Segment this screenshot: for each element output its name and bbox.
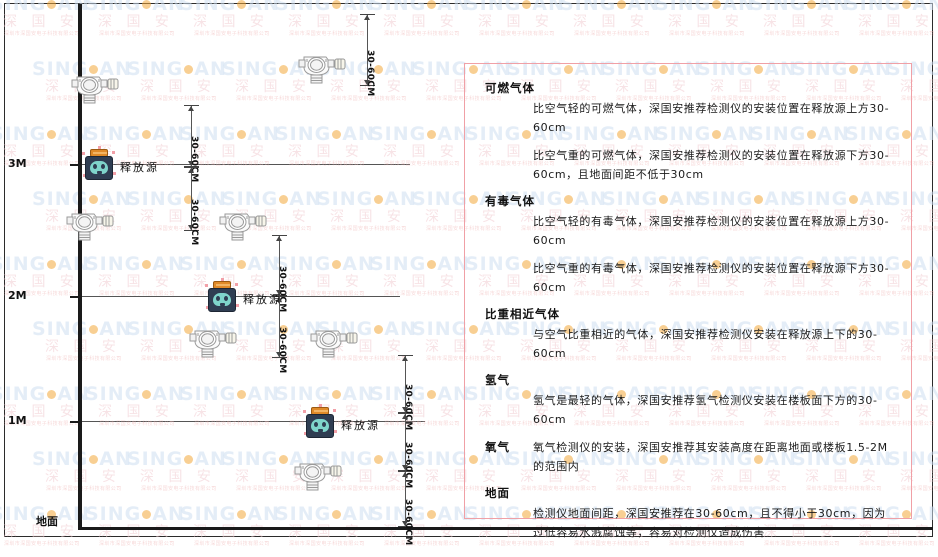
level-tick xyxy=(70,421,82,423)
gas-detector-icon xyxy=(216,205,268,243)
panel-section: 地面检测仪地面间距，深国安推荐在30-60cm，且不得小于30cm，因为过低容易… xyxy=(479,485,897,542)
release-source-label: 释放源 xyxy=(341,419,380,432)
release-source-icon xyxy=(205,278,239,314)
panel-section-heading: 地面 xyxy=(485,486,510,500)
gas-detector-icon xyxy=(291,455,343,493)
panel-section-heading: 有毒气体 xyxy=(485,194,535,208)
dimension-marker: 30-60CM xyxy=(272,235,288,312)
release-source-label: 释放源 xyxy=(120,161,159,174)
panel-section-heading: 可燃气体 xyxy=(485,81,535,95)
level-label-1m: 1M xyxy=(8,414,27,427)
dimension-marker: 30-60CM xyxy=(398,471,414,545)
gas-detector-icon xyxy=(186,322,238,360)
release-source-label: 释放源 xyxy=(243,293,282,306)
level-line xyxy=(80,164,410,165)
panel-section-body: 比空气轻的有毒气体，深国安推荐检测仪的安装位置在释放源上方30-60cm 比空气重… xyxy=(533,212,897,297)
dimension-label: 30-60CM xyxy=(365,50,375,97)
panel-paragraph: 比空气轻的有毒气体，深国安推荐检测仪的安装位置在释放源上方30-60cm xyxy=(533,215,890,247)
panel-section-body: 比空气轻的可燃气体，深国安推荐检测仪的安装位置在释放源上方30-60cm 比空气重… xyxy=(533,99,897,184)
dimension-marker: 30-60CM xyxy=(184,105,200,182)
gas-detector-icon xyxy=(68,68,120,106)
level-line xyxy=(80,296,400,297)
gas-detector-icon xyxy=(295,48,347,86)
level-label-2m: 2M xyxy=(8,289,27,302)
level-tick xyxy=(70,296,82,298)
gas-detector-icon xyxy=(63,205,115,243)
panel-paragraph: 与空气比重相近的气体，深国安推荐检测仪安装在释放源上下的30-60cm xyxy=(533,328,878,360)
gas-detector-icon xyxy=(307,322,359,360)
level-label-3m: 3M xyxy=(8,157,27,170)
dimension-marker: 30-60CM xyxy=(398,355,414,430)
panel-section: 有毒气体比空气轻的有毒气体，深国安推荐检测仪的安装位置在释放源上方30-60cm… xyxy=(479,193,897,297)
dimension-marker: 30-60CM xyxy=(398,413,414,488)
panel-section-heading: 比重相近气体 xyxy=(485,307,560,321)
dimension-marker: 30-60CM xyxy=(360,14,376,96)
panel-paragraph: 氧气检测仪的安装，深国安推荐其安装高度在距离地面或楼板1.5-2M的范围内 xyxy=(533,441,888,473)
panel-paragraph: 比空气重的可燃气体，深国安推荐检测仪的安装位置在释放源下方30-60cm，且地面… xyxy=(533,149,890,181)
ground-line xyxy=(78,527,933,530)
panel-paragraph: 比空气轻的可燃气体，深国安推荐检测仪的安装位置在释放源上方30-60cm xyxy=(533,102,890,134)
panel-section-body: 氢气是最轻的气体，深国安推荐氢气检测仪安装在楼板面下方的30-60cm xyxy=(533,391,897,429)
release-source-icon xyxy=(82,146,116,182)
y-axis xyxy=(78,4,82,530)
panel-section: 比重相近气体与空气比重相近的气体，深国安推荐检测仪安装在释放源上下的30-60c… xyxy=(479,306,897,363)
panel-section-body: 检测仪地面间距，深国安推荐在30-60cm，且不得小于30cm，因为过低容易水溅… xyxy=(533,504,897,542)
panel-section-body: 与空气比重相近的气体，深国安推荐检测仪安装在释放源上下的30-60cm xyxy=(533,325,897,363)
dimension-label: 30-60CM xyxy=(189,199,199,246)
release-source-icon xyxy=(303,404,337,440)
dimension-marker: 30-60CM xyxy=(184,167,200,245)
outer-frame xyxy=(4,3,933,537)
panel-section-heading: 氧气 xyxy=(485,440,510,454)
level-tick xyxy=(70,164,82,166)
dimension-label: 30-60CM xyxy=(277,327,287,374)
info-panel-content: 可燃气体比空气轻的可燃气体，深国安推荐检测仪的安装位置在释放源上方30-60cm… xyxy=(465,64,911,542)
panel-section: 可燃气体比空气轻的可燃气体，深国安推荐检测仪的安装位置在释放源上方30-60cm… xyxy=(479,80,897,184)
panel-section-body: 氧气检测仪的安装，深国安推荐其安装高度在距离地面或楼板1.5-2M的范围内 xyxy=(533,438,897,476)
panel-section-heading: 氢气 xyxy=(485,373,510,387)
ground-label: 地面 xyxy=(36,515,58,528)
level-line xyxy=(80,421,425,422)
panel-paragraph: 检测仪地面间距，深国安推荐在30-60cm，且不得小于30cm，因为过低容易水溅… xyxy=(533,507,886,539)
panel-paragraph: 氢气是最轻的气体，深国安推荐氢气检测仪安装在楼板面下方的30-60cm xyxy=(533,394,878,426)
panel-section: 氢气氢气是最轻的气体，深国安推荐氢气检测仪安装在楼板面下方的30-60cm xyxy=(479,372,897,429)
panel-section: 氧气 氧气检测仪的安装，深国安推荐其安装高度在距离地面或楼板1.5-2M的范围内 xyxy=(479,438,897,476)
panel-paragraph: 比空气重的有毒气体，深国安推荐检测仪的安装位置在释放源下方30-60cm xyxy=(533,262,890,294)
info-panel: 可燃气体比空气轻的可燃气体，深国安推荐检测仪的安装位置在释放源上方30-60cm… xyxy=(464,63,912,539)
dimension-label: 30-60CM xyxy=(403,499,413,546)
